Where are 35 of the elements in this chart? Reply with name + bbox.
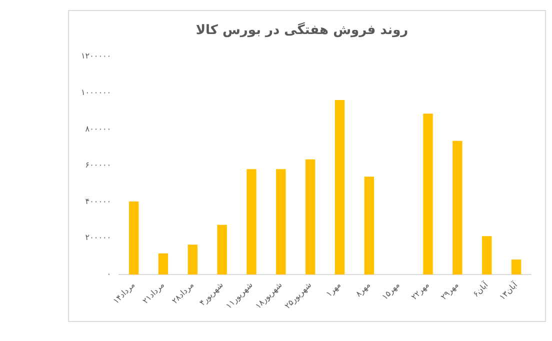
x-tick-label: ۲۵شهریور (283, 280, 314, 310)
bar (305, 159, 316, 274)
x-tick-label: ۴شهریور (198, 280, 226, 308)
bar (482, 236, 492, 274)
x-tick-label: ۱۸شهریور (254, 280, 284, 310)
y-tick-label: ۱۰۰۰۰۰۰ (81, 88, 112, 97)
y-tick-label: ۲۰۰۰۰۰ (85, 233, 112, 242)
x-tick-label: ۱مهر (324, 280, 343, 299)
bar (128, 201, 139, 274)
bar (511, 260, 522, 274)
x-tick-label: ۲۱مرداد (140, 280, 166, 306)
y-tick-label: ۶۰۰۰۰۰ (85, 160, 112, 170)
bar (158, 253, 168, 274)
bar (452, 140, 462, 274)
x-tick-label: ۸مهر (354, 280, 372, 299)
y-tick-label: ۱۲۰۰۰۰۰ (81, 52, 112, 61)
bar (246, 169, 256, 274)
bar (423, 114, 433, 274)
x-tick-label: ۲۲مهر (410, 280, 431, 302)
bar (188, 244, 198, 274)
x-tick-label: ۱۵مهر (380, 280, 402, 302)
x-tick-label: ۲۹مهر (439, 280, 460, 302)
x-tick-label: ۱۱شهریور (224, 280, 255, 310)
y-tick-label: ۸۰۰۰۰۰ (85, 124, 112, 134)
y-tick-label: ۴۰۰۰۰۰ (85, 196, 112, 206)
bar (276, 169, 286, 274)
x-tick-label: ۱۴مرداد (111, 280, 137, 306)
y-tick-label: ۰ (106, 270, 112, 279)
bar (217, 224, 227, 274)
bar (334, 100, 345, 274)
bar (364, 176, 374, 274)
chart-title: روند فروش هفتگی در بورس کالا (196, 22, 408, 38)
x-tick-label: ۶آبان (470, 279, 490, 299)
x-tick-label: ۱۳آبان (497, 279, 520, 302)
x-tick-label: ۲۸مرداد (170, 280, 196, 306)
